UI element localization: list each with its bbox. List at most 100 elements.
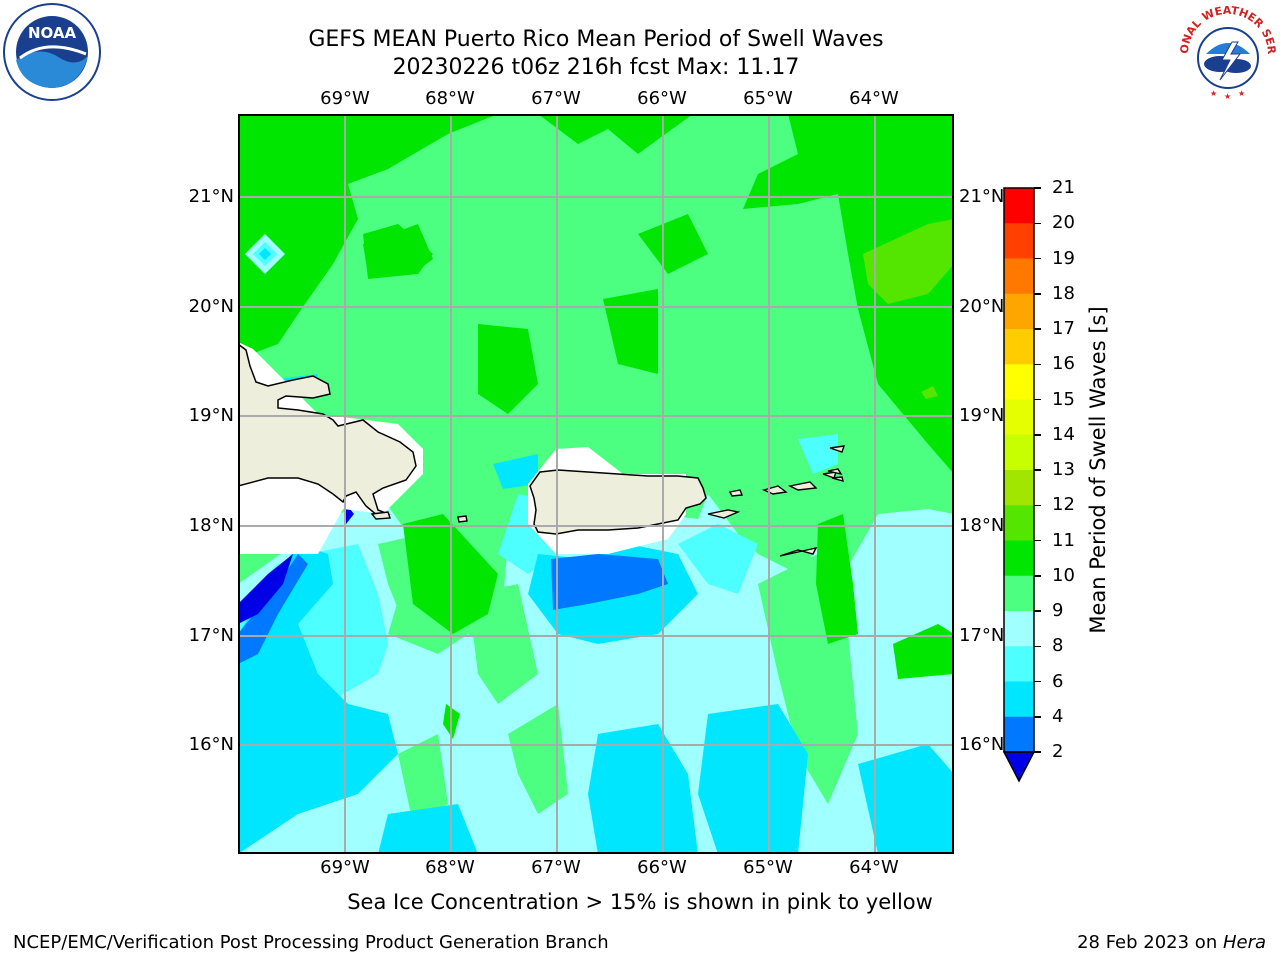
colorbar-tick-mark (1034, 575, 1041, 577)
land-islands (707, 509, 741, 519)
colorbar-tick-mark (1034, 398, 1041, 401)
nws-logo: NATIONAL WEATHER SERVICE ★ ★ ★ (1176, 2, 1278, 101)
colorbar-tick-label: 10 (1052, 564, 1075, 586)
contour-2-4 (551, 554, 668, 610)
land-islands (787, 481, 818, 491)
colorbar-tick-label: 17 (1052, 318, 1075, 339)
colorbar-tick-mark (1034, 469, 1041, 471)
lat-label-left: 17°N (188, 625, 234, 646)
contour-4-6 (378, 804, 478, 854)
colorbar-swatch (1004, 681, 1034, 718)
svg-text:★: ★ (1224, 92, 1231, 101)
contour-4-6 (858, 744, 954, 854)
colorbar-swatch (1004, 329, 1034, 365)
colorbar-swatch (1004, 470, 1034, 506)
colorbar-tick-mark (1034, 680, 1041, 683)
colorbar-tick-label: 18 (1052, 282, 1075, 304)
land-islands (829, 445, 846, 453)
colorbar-tick-label: 11 (1052, 529, 1075, 551)
contour-6-8 (798, 434, 838, 474)
land-islands (822, 471, 838, 479)
lat-label-right: 19°N (959, 405, 1005, 426)
footer-date-text: 28 Feb 2023 on (1077, 932, 1223, 953)
lon-label-top: 65°W (743, 88, 793, 109)
lat-label-left: 18°N (188, 515, 234, 536)
map-subtitle: 20230226 t06z 216h fcst Max: 11.17 (392, 55, 800, 80)
contour-10-11 (478, 324, 538, 414)
lat-label-left: 16°N (188, 734, 234, 755)
lon-label-top: 66°W (637, 88, 687, 109)
noaa-logo-text: NOAA (28, 24, 77, 42)
colorbar-swatch (1004, 364, 1034, 400)
lon-label-bottom: 67°W (531, 857, 581, 878)
graticule (238, 114, 954, 854)
colorbar-label: Mean Period of Swell Waves [s] (1086, 306, 1110, 634)
footer-date: 28 Feb 2023 on Hera (1077, 932, 1266, 953)
contour-below-2 (238, 554, 293, 624)
colorbar-tick-label: 13 (1052, 459, 1075, 480)
colorbar-tick-label: 20 (1052, 212, 1075, 234)
sea-ice-footnote: Sea Ice Concentration > 15% is shown in … (347, 890, 933, 914)
noaa-logo: NOAA (3, 3, 101, 101)
contour-10-11 (363, 224, 433, 274)
colorbar-tick-mark (1034, 363, 1041, 365)
contour-10-11 (638, 214, 708, 274)
lon-label-bottom: 69°W (320, 857, 370, 878)
lon-label-top: 68°W (425, 88, 475, 109)
contour-2-4 (259, 248, 271, 260)
contour-10-11 (816, 514, 858, 644)
land-islands (827, 468, 843, 476)
colorbar-tick-label: 16 (1052, 353, 1075, 375)
land-islands (728, 489, 743, 497)
land-islands (457, 515, 468, 523)
lat-label-left: 19°N (188, 405, 234, 426)
colorbar-tick-mark (1034, 716, 1041, 718)
colorbar-tick-label: 14 (1052, 423, 1075, 445)
contour-10-11 (603, 289, 658, 374)
lon-label-bottom: 64°W (849, 857, 899, 878)
lon-label-top: 69°W (320, 88, 370, 109)
lat-label-left: 20°N (188, 296, 234, 317)
colorbar-swatch (1004, 611, 1034, 647)
colorbar-tick-mark (1034, 610, 1041, 612)
colorbar-swatch (1004, 258, 1034, 295)
colorbar-tick-mark (1034, 293, 1041, 295)
colorbar-tick-mark (1034, 434, 1041, 436)
contour-6-8 (678, 524, 758, 594)
footer-producer: NCEP/EMC/Verification Post Processing Pr… (13, 932, 609, 953)
contour-11-12 (921, 386, 938, 399)
colorbar-tick-label: 21 (1052, 177, 1075, 198)
lat-label-right: 16°N (959, 734, 1005, 755)
lat-label-left: 21°N (188, 186, 234, 207)
colorbar-swatch (1004, 399, 1034, 436)
colorbar-tick-mark (1034, 751, 1041, 753)
contour-4-6 (238, 544, 398, 854)
swell-period-map (238, 114, 954, 854)
colorbar-tick-label: 2 (1052, 741, 1064, 762)
land-hispaniola (238, 343, 417, 517)
lon-label-bottom: 65°W (743, 857, 793, 878)
contour-10-11 (893, 624, 954, 679)
contour-4-6 (588, 724, 698, 854)
svg-text:★: ★ (1238, 89, 1245, 98)
colorbar-swatch (1004, 646, 1034, 682)
lat-label-right: 21°N (959, 186, 1005, 207)
colorbar-tick-mark (1034, 222, 1041, 224)
colorbar-tick-label: 8 (1052, 635, 1064, 657)
colorbar-tick-mark (1034, 539, 1041, 542)
colorbar-tick-label: 15 (1052, 388, 1075, 410)
land-islands (779, 546, 818, 557)
footer-host: Hera (1222, 932, 1266, 953)
colorbar-swatch (1004, 540, 1034, 577)
lon-label-top: 67°W (531, 88, 581, 109)
contour-9-10 (508, 704, 568, 814)
lat-label-right: 18°N (959, 515, 1005, 536)
colorbar-tick-mark (1034, 504, 1041, 506)
contour-4-6 (698, 704, 808, 854)
map-border (238, 114, 954, 854)
colorbar-swatch (1004, 293, 1034, 330)
colorbar-swatch (1004, 188, 1034, 224)
colorbar-tick-label: 12 (1052, 494, 1075, 516)
map-title: GEFS MEAN Puerto Rico Mean Period of Swe… (308, 27, 884, 52)
colorbar-swatch (1004, 575, 1034, 612)
